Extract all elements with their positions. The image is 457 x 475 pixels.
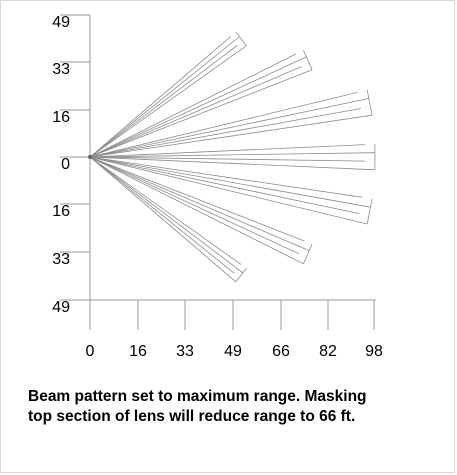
caption: Beam pattern set to maximum range. Maski… <box>28 387 448 427</box>
beam-origin <box>88 155 92 159</box>
beam-line <box>89 156 310 252</box>
y-tick-label: 16 <box>52 109 70 126</box>
beam-end-cap <box>366 89 373 116</box>
beam-end-cap <box>235 268 247 283</box>
y-tick-label: 16 <box>52 203 70 220</box>
tick-labels: 49 33 16 0 16 33 49 0 16 33 49 66 82 98 <box>52 14 383 360</box>
y-tick-label: 49 <box>52 299 70 316</box>
y-tick-label: 33 <box>52 61 70 78</box>
beam-line <box>89 108 361 158</box>
y-tick-label: 33 <box>52 251 70 268</box>
beam-line <box>89 66 302 158</box>
beam-line <box>89 156 237 283</box>
beam-line <box>89 156 368 225</box>
beam-line <box>89 156 366 162</box>
x-tick-label: 16 <box>129 343 147 360</box>
beam-line <box>89 156 360 214</box>
beam-end-cap <box>366 198 373 225</box>
beam-line <box>89 156 363 198</box>
caption-line-1: Beam pattern set to maximum range. Maski… <box>28 388 367 405</box>
beam-line <box>89 114 373 158</box>
x-tick-label: 98 <box>365 343 383 360</box>
beam-end-cap <box>235 31 247 46</box>
beam-line <box>89 144 365 158</box>
beam-line <box>89 69 313 158</box>
beam-line <box>89 156 235 274</box>
beam-pattern <box>88 31 376 283</box>
beam-line <box>89 156 375 171</box>
y-tick-label: 0 <box>61 156 70 173</box>
axes <box>60 14 376 330</box>
beam-line <box>89 156 244 274</box>
beam-end-cap <box>303 50 313 70</box>
beam-line <box>89 152 376 158</box>
beam-line <box>89 45 247 158</box>
beam-pattern-diagram: 49 33 16 0 16 33 49 0 16 33 49 66 82 98 <box>52 14 383 360</box>
x-tick-label: 0 <box>86 343 95 360</box>
x-tick-label: 66 <box>272 343 290 360</box>
caption-line-2: top section of lens will reduce range to… <box>28 408 356 425</box>
beam-line <box>89 56 307 158</box>
y-tick-label: 49 <box>52 14 70 31</box>
beam-line <box>89 44 238 158</box>
x-tick-label: 33 <box>176 343 194 360</box>
beam-line <box>89 92 358 158</box>
beam-line <box>89 53 297 158</box>
beam-end-cap <box>303 244 313 264</box>
beam-line <box>89 156 305 242</box>
beam-line <box>89 156 242 265</box>
x-tick-label: 49 <box>224 343 242 360</box>
beam-line <box>89 36 240 158</box>
beam-line <box>89 36 232 158</box>
x-tick-label: 82 <box>319 343 337 360</box>
beam-line <box>89 156 304 265</box>
beam-line <box>89 156 371 208</box>
beam-line <box>89 156 300 255</box>
beam-line <box>89 98 370 158</box>
